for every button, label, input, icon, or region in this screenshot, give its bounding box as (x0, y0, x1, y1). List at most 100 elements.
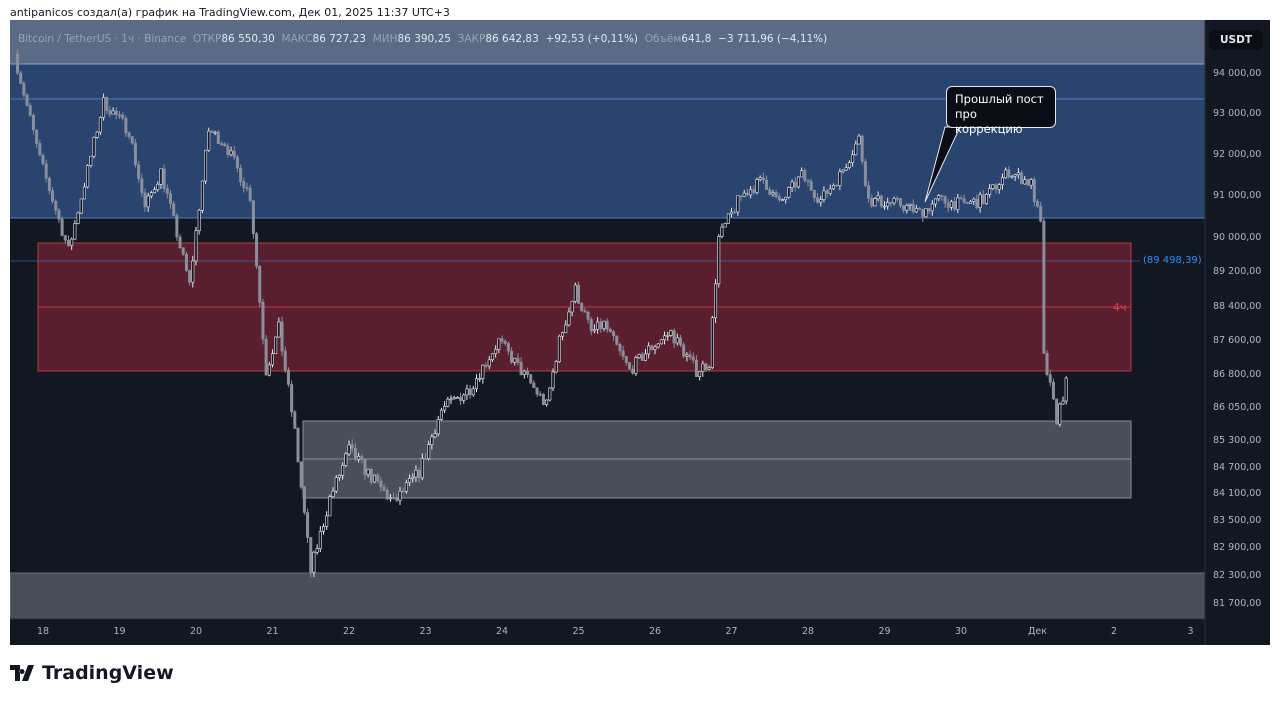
candle-body (886, 202, 890, 207)
candle-body (140, 178, 144, 194)
x-tick-label: 24 (495, 626, 509, 637)
candle-body (796, 176, 800, 188)
candle-body (940, 195, 944, 198)
candle-body (882, 205, 886, 208)
x-tick-label: 29 (878, 626, 891, 637)
candle-body (19, 72, 23, 84)
candle-body (959, 197, 963, 200)
candle-body (541, 394, 545, 405)
candle-body (210, 130, 214, 133)
candle-body (226, 145, 230, 155)
candle-body (446, 398, 450, 407)
candle-body (16, 53, 20, 74)
candle-body (423, 458, 427, 460)
x-tick-label: 22 (342, 626, 356, 637)
callout-note[interactable]: Прошлый пост про коррекцию (946, 86, 1056, 136)
candle-body (978, 194, 982, 208)
candle-body (331, 490, 335, 497)
candle-body (567, 311, 571, 326)
candle-body (315, 548, 319, 553)
candle-body (1058, 403, 1062, 425)
candle-body (898, 198, 902, 207)
candle-body (108, 110, 112, 115)
y-tick-label: 81 700,00 (1213, 598, 1262, 609)
candle-body (707, 367, 711, 370)
candle-body (500, 338, 504, 342)
chart-credit: antipanicos создал(а) график на TradingV… (10, 6, 450, 19)
candle-body (481, 364, 485, 379)
candle-body (819, 199, 823, 203)
open-value: 86 550,30 (221, 33, 275, 45)
candle-body (761, 177, 765, 181)
symbol-name[interactable]: Bitcoin / TetherUS · 1ч · Binance (18, 33, 187, 45)
candle-body (1045, 352, 1049, 375)
candle-body (242, 181, 246, 188)
candle-body (318, 530, 322, 549)
y-tick-label: 85 300,00 (1213, 435, 1262, 446)
candle-body (965, 201, 969, 204)
price-chart[interactable] (10, 20, 1270, 645)
candle-body (404, 482, 408, 492)
candle-body (41, 155, 45, 165)
candle-body (159, 168, 163, 185)
candle-body (675, 337, 679, 344)
candle-body (325, 515, 329, 527)
x-tick-label: 20 (189, 626, 203, 637)
y-tick-label: 94 000,00 (1213, 68, 1262, 79)
x-tick-label: 2 (1110, 626, 1118, 637)
candle-body (28, 105, 32, 116)
candle-body (621, 350, 625, 357)
candle-body (153, 189, 157, 194)
candle-body (1032, 179, 1036, 202)
candle-body (672, 330, 676, 344)
chart-area[interactable]: Bitcoin / TetherUS · 1ч · Binance ОТКР86… (10, 20, 1270, 645)
candle-body (220, 143, 224, 145)
candle-body (22, 83, 26, 96)
candle-body (73, 223, 77, 240)
candle-body (270, 353, 274, 366)
volume-value: 641,8 (681, 33, 712, 45)
candle-body (921, 209, 925, 218)
candle-body (494, 349, 498, 355)
candle-body (66, 239, 70, 246)
candle-body (532, 382, 536, 388)
candle-body (860, 135, 864, 162)
tradingview-logo[interactable]: TradingView (10, 662, 174, 684)
candle-body (239, 167, 243, 183)
candle-body (95, 131, 99, 138)
candle-body (197, 209, 201, 232)
x-tick-label: 26 (648, 626, 662, 637)
candle-body (749, 189, 753, 196)
x-tick-label: 23 (419, 626, 432, 637)
candle-body (589, 319, 593, 332)
y-tick-label: 82 900,00 (1213, 542, 1262, 553)
candle-body (723, 223, 727, 228)
candle-body (420, 458, 424, 479)
candle-body (561, 332, 565, 337)
candle-body (468, 388, 472, 396)
candle-body (47, 177, 51, 192)
y-tick-label: 93 000,00 (1213, 108, 1262, 119)
y-tick-label: 86 800,00 (1213, 369, 1262, 380)
candle-body (38, 143, 42, 156)
candle-body (188, 270, 192, 283)
candle-body (682, 344, 686, 357)
candle-body (704, 363, 708, 370)
candle-body (969, 201, 973, 204)
price-axis[interactable] (1205, 20, 1270, 645)
candle-body (455, 397, 459, 399)
candle-body (956, 197, 960, 210)
candle-body (943, 196, 947, 204)
currency-button[interactable]: USDT (1210, 30, 1262, 50)
candle-body (717, 236, 721, 285)
x-tick-label: 21 (266, 626, 279, 637)
candle-body (133, 142, 137, 166)
candle-body (408, 478, 412, 484)
top-zone (10, 20, 1205, 64)
candle-body (1029, 179, 1033, 186)
candle-body (991, 184, 995, 189)
candle-body (25, 94, 29, 106)
candle-body (984, 194, 988, 205)
y-tick-label: 89 200,00 (1213, 266, 1262, 277)
low-value: 86 390,25 (397, 33, 451, 45)
